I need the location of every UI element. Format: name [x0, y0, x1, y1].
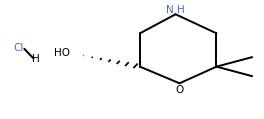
Text: H: H: [177, 5, 185, 15]
Text: Cl: Cl: [13, 43, 24, 53]
Text: H: H: [32, 55, 40, 64]
Text: O: O: [175, 85, 184, 95]
Text: N: N: [167, 5, 174, 15]
Text: HO: HO: [54, 48, 70, 58]
